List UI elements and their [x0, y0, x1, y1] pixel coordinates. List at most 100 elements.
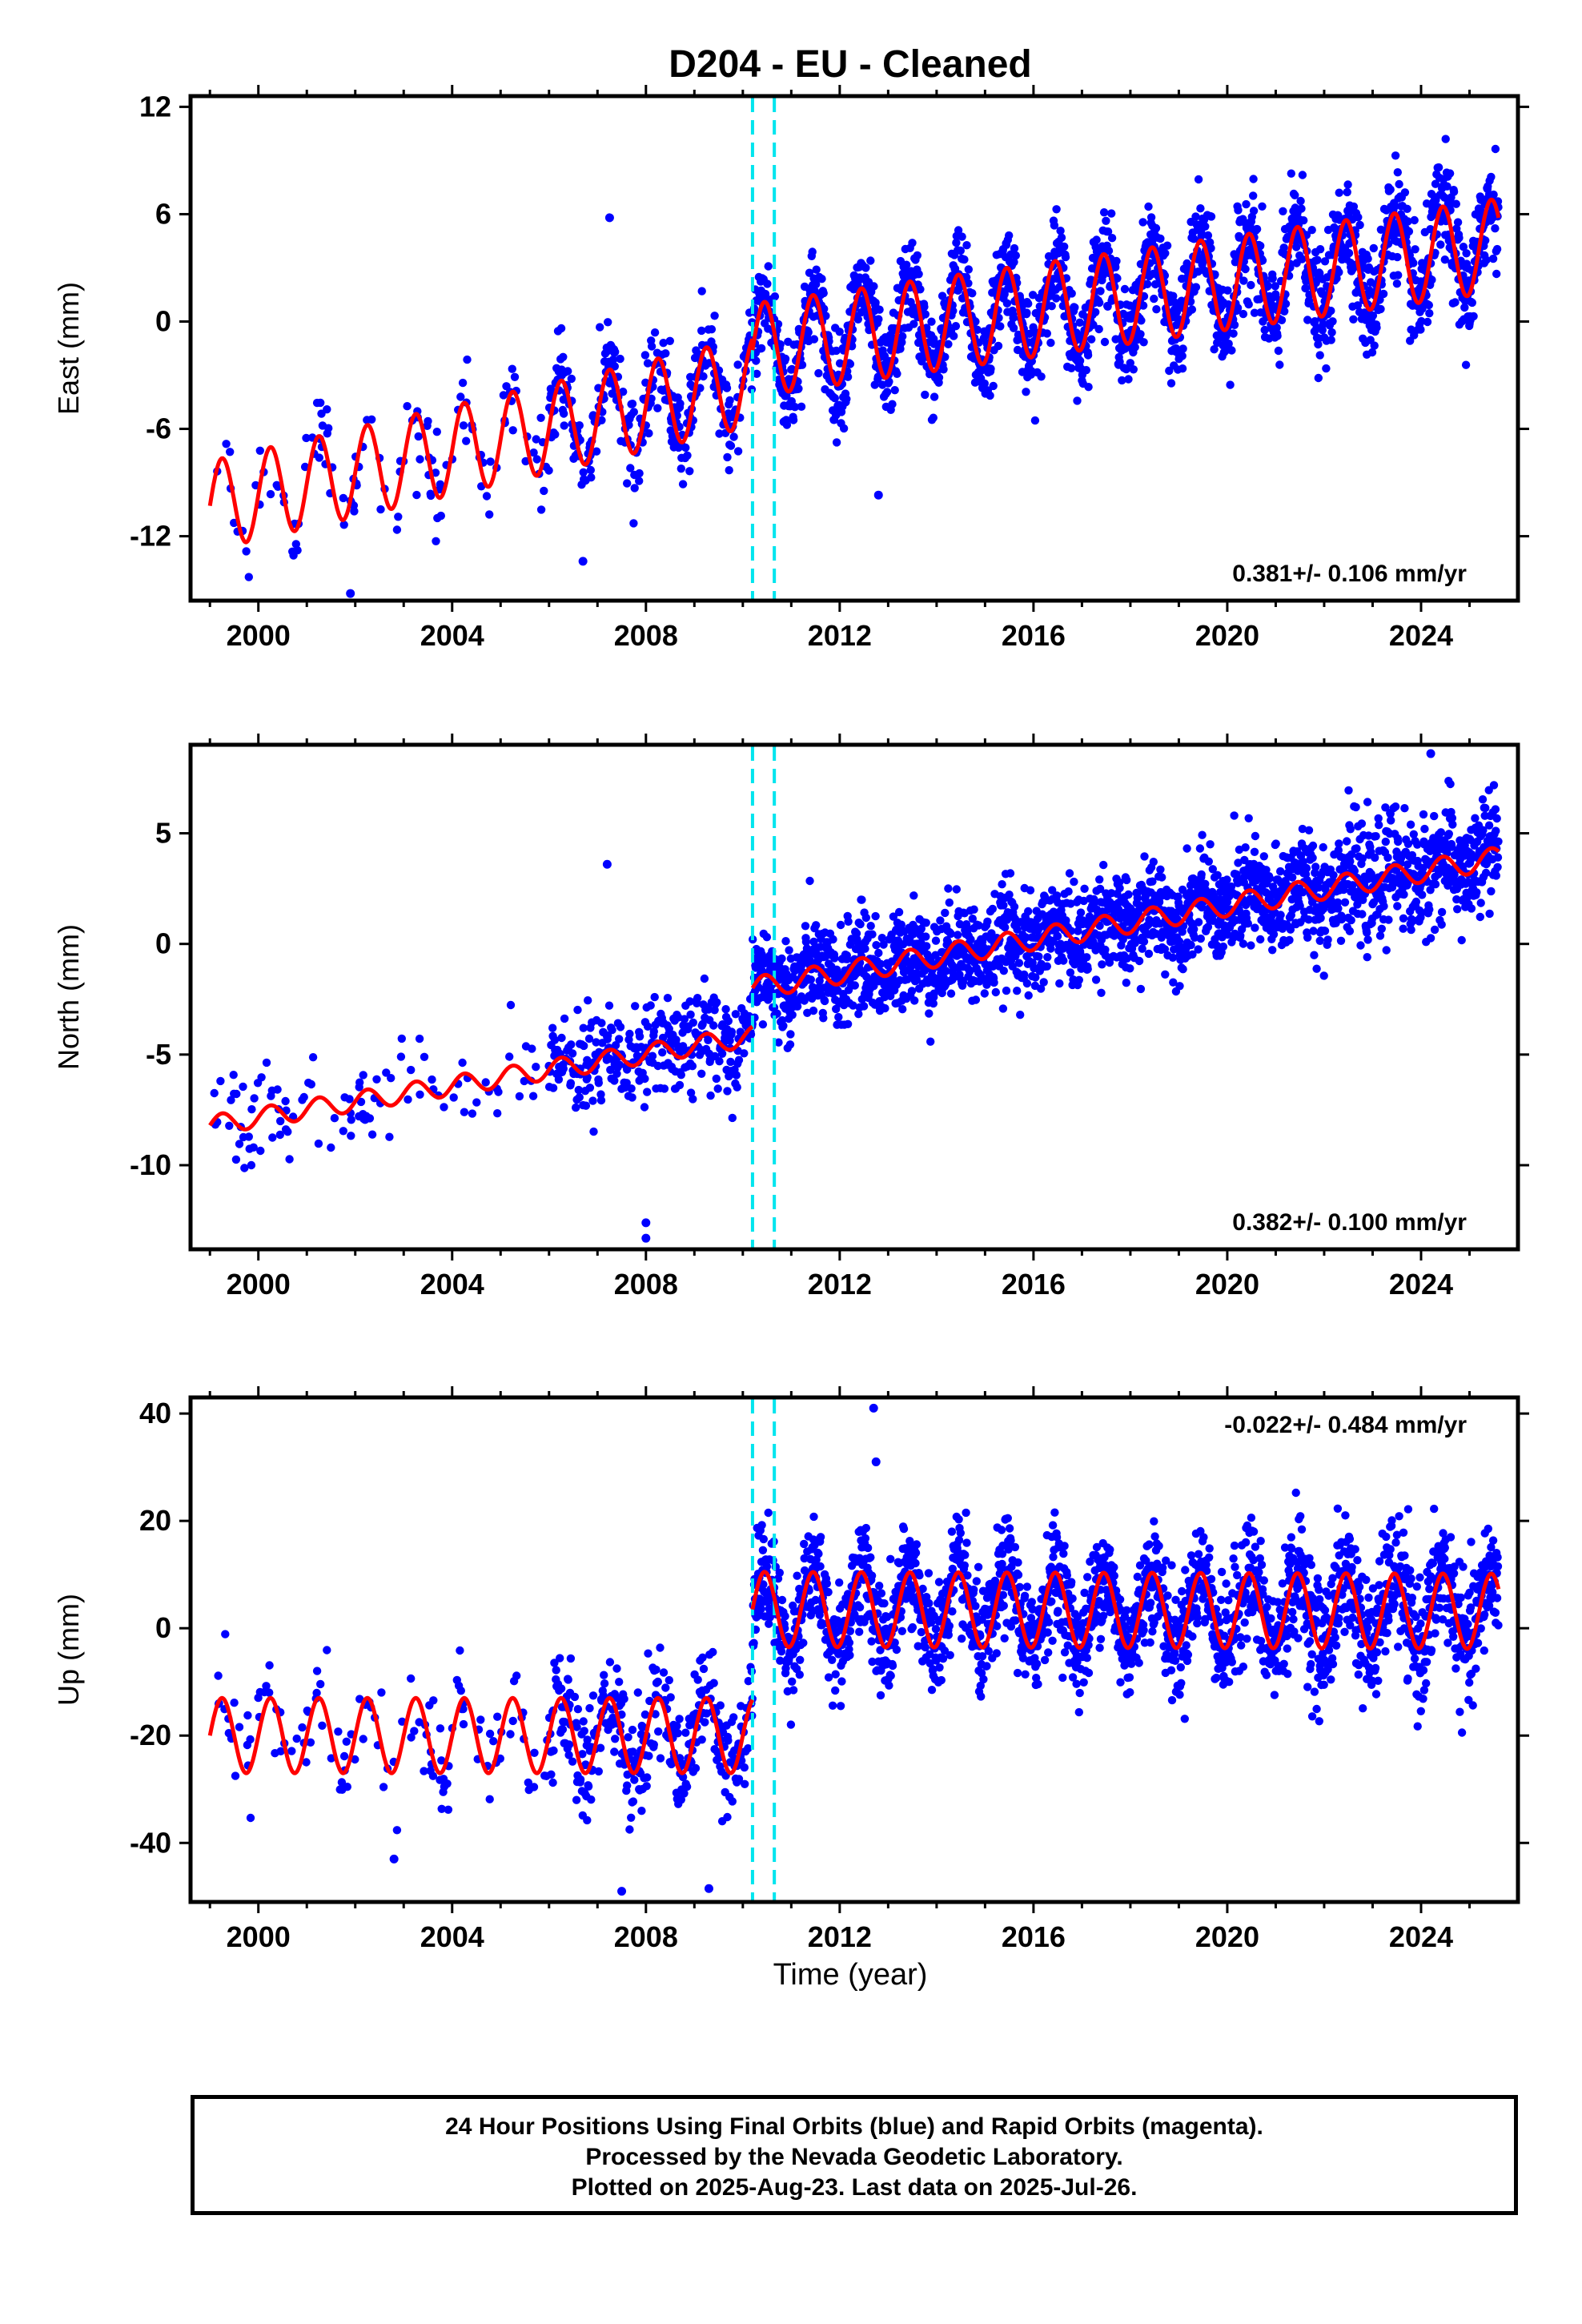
data-point: [1091, 975, 1101, 984]
data-point: [1194, 175, 1203, 184]
data-point: [647, 342, 656, 351]
data-point: [1142, 279, 1152, 288]
data-point: [724, 1016, 733, 1026]
data-point: [225, 1121, 234, 1131]
data-point: [734, 1055, 744, 1064]
data-point: [854, 1010, 863, 1019]
data-point: [1140, 852, 1149, 861]
data-point: [1099, 208, 1109, 217]
data-point: [998, 1004, 1008, 1013]
data-point: [227, 1096, 235, 1104]
data-point: [1349, 202, 1359, 211]
data-point: [678, 480, 688, 489]
data-point: [1092, 235, 1101, 244]
data-point: [579, 468, 588, 476]
data-point: [1299, 857, 1308, 866]
data-point: [1343, 187, 1351, 197]
data-point: [964, 265, 974, 274]
data-point: [804, 328, 813, 337]
data-point: [946, 929, 955, 939]
data-point: [532, 1063, 540, 1072]
data-point: [456, 392, 465, 401]
data-point: [1244, 300, 1253, 309]
data-point: [676, 399, 685, 408]
data-point: [849, 1001, 857, 1010]
data-point: [1441, 135, 1450, 143]
data-point: [1016, 1011, 1025, 1019]
data-point: [544, 466, 553, 475]
data-point: [1315, 936, 1324, 946]
data-point: [1239, 309, 1248, 319]
data-point: [1406, 820, 1415, 829]
panel-north: 2000 2004 2008 2012 2016 2020 202450-5-10North…: [52, 734, 1529, 1301]
data-point: [722, 384, 732, 392]
data-point: [486, 457, 495, 466]
data-point: [588, 411, 598, 420]
data-point: [1118, 935, 1127, 944]
data-point: [929, 999, 938, 1008]
data-point: [587, 473, 596, 482]
data-point: [1452, 199, 1461, 208]
data-point: [1308, 854, 1317, 862]
data-point: [781, 937, 790, 946]
data-point: [1346, 825, 1355, 834]
data-point: [1349, 315, 1358, 324]
data-point: [564, 367, 572, 376]
data-point: [1095, 298, 1104, 308]
data-point: [416, 1090, 424, 1100]
data-point: [1150, 294, 1158, 304]
model-fit-line: [750, 197, 1501, 394]
data-point: [1315, 883, 1323, 892]
data-point: [1431, 179, 1440, 188]
data-point: [1394, 837, 1403, 846]
data-point: [432, 537, 440, 545]
data-point: [1022, 308, 1031, 317]
data-point: [1022, 933, 1030, 942]
data-point: [1363, 935, 1372, 944]
data-point: [954, 226, 963, 235]
data-point: [414, 432, 423, 441]
data-point: [1275, 360, 1284, 369]
data-point: [1235, 233, 1244, 242]
data-point: [1095, 921, 1104, 931]
data-point: [616, 354, 624, 364]
data-point: [1319, 971, 1328, 980]
data-point: [1279, 243, 1288, 252]
data-point: [912, 975, 921, 984]
data-point: [1375, 931, 1385, 940]
data-point: [1236, 931, 1245, 940]
data-point: [894, 907, 904, 917]
data-point: [812, 279, 821, 289]
data-point: [281, 1096, 290, 1106]
data-point: [285, 1155, 294, 1164]
y-tick-label: 12: [139, 90, 171, 123]
data-point: [1156, 234, 1165, 243]
data-point: [1358, 910, 1367, 919]
data-point: [1386, 185, 1395, 194]
data-point: [1419, 810, 1428, 819]
data-point: [1206, 840, 1215, 849]
data-point: [624, 420, 633, 429]
data-point: [355, 1078, 364, 1087]
data-point: [643, 1088, 652, 1096]
data-point: [713, 1084, 722, 1093]
data-point: [275, 1130, 284, 1140]
data-point: [1022, 388, 1030, 396]
data-point: [622, 1079, 631, 1088]
data-point: [1461, 360, 1471, 369]
data-point: [973, 325, 982, 334]
data-point: [1323, 935, 1332, 944]
data-point: [1161, 970, 1170, 979]
data-point: [481, 1078, 490, 1087]
data-point: [244, 1132, 253, 1141]
data-point: [1080, 884, 1089, 894]
data-point: [1447, 814, 1457, 822]
data-point: [584, 1034, 594, 1043]
data-point: [1076, 908, 1086, 917]
data-point: [856, 919, 865, 929]
data-point: [814, 368, 823, 378]
data-point: [1234, 858, 1243, 867]
data-point: [1376, 304, 1385, 314]
data-point: [532, 455, 541, 464]
data-point: [736, 1027, 745, 1036]
